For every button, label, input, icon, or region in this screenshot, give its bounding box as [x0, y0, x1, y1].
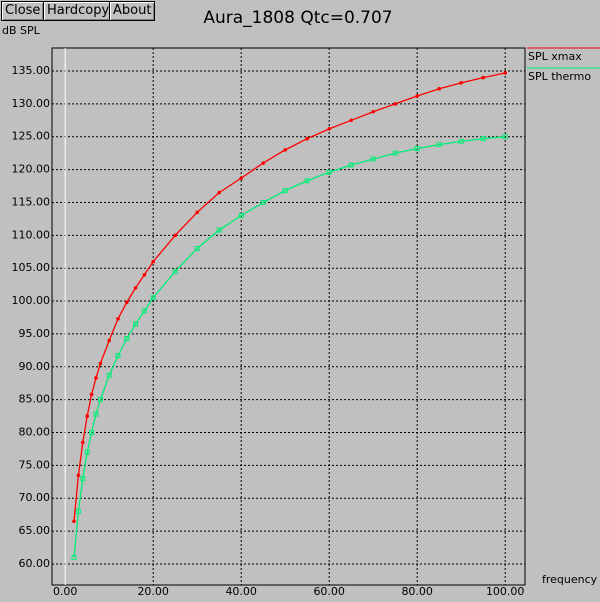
- data-point: [458, 138, 464, 144]
- x-tick-label: 100.00: [486, 585, 525, 598]
- data-point: [238, 213, 244, 219]
- y-tick-label: 125.00: [12, 130, 51, 143]
- data-point: [142, 272, 147, 277]
- data-point: [480, 136, 486, 142]
- y-tick-label: 85.00: [19, 393, 51, 406]
- data-point: [98, 361, 103, 366]
- legend-label: SPL thermo: [528, 70, 591, 83]
- data-point: [94, 376, 98, 380]
- y-axis-label: dB SPL: [2, 24, 41, 37]
- data-point: [85, 414, 89, 418]
- data-point: [348, 162, 354, 168]
- data-point: [89, 430, 95, 436]
- data-point: [141, 308, 147, 314]
- data-point: [151, 259, 155, 264]
- data-point: [239, 176, 243, 180]
- y-tick-label: 90.00: [19, 360, 51, 373]
- hardcopy-button[interactable]: Hardcopy: [43, 1, 114, 21]
- data-point: [75, 508, 81, 514]
- x-axis-label: frequency: [542, 573, 598, 586]
- plot-frame: [51, 47, 526, 586]
- data-point: [216, 227, 222, 233]
- data-point: [172, 268, 178, 274]
- data-point: [415, 94, 420, 98]
- data-point: [304, 178, 310, 184]
- legend-label: SPL xmax: [528, 50, 582, 63]
- data-point: [195, 210, 199, 215]
- y-tick-label: 100.00: [12, 294, 51, 307]
- y-tick-label: 80.00: [19, 426, 51, 439]
- data-point: [261, 161, 266, 165]
- x-tick-label: 80.00: [401, 585, 433, 598]
- y-tick-label: 75.00: [19, 458, 51, 471]
- data-point: [80, 476, 86, 482]
- series-line: [73, 136, 506, 558]
- data-point: [173, 233, 177, 238]
- x-tick-label: 20.00: [137, 585, 169, 598]
- data-point: [115, 353, 121, 359]
- data-point: [72, 519, 76, 524]
- data-point: [305, 136, 310, 141]
- series-line: [73, 72, 506, 522]
- data-point: [133, 321, 139, 327]
- y-tick-label: 130.00: [12, 97, 51, 110]
- data-point: [371, 109, 376, 114]
- data-point: [116, 317, 120, 321]
- y-tick-label: 120.00: [12, 163, 51, 176]
- data-point: [93, 411, 99, 417]
- data-point: [150, 295, 156, 301]
- y-tick-label: 95.00: [19, 327, 51, 340]
- data-point: [327, 127, 332, 131]
- data-point: [459, 81, 464, 85]
- data-point: [260, 199, 266, 205]
- x-tick-label: 40.00: [225, 585, 257, 598]
- y-tick-label: 60.00: [19, 557, 51, 570]
- data-point: [84, 449, 90, 455]
- data-point: [436, 142, 442, 148]
- data-point: [194, 245, 200, 251]
- data-point: [97, 397, 103, 403]
- data-point: [81, 440, 85, 445]
- y-tick-label: 135.00: [12, 64, 51, 77]
- data-point: [133, 286, 138, 290]
- data-point: [106, 372, 112, 378]
- data-point: [503, 71, 508, 75]
- y-tick-label: 65.00: [19, 524, 51, 537]
- data-point: [124, 336, 130, 342]
- data-point: [502, 134, 508, 140]
- y-tick-label: 105.00: [12, 261, 51, 274]
- data-point: [282, 188, 288, 194]
- data-point: [481, 75, 486, 80]
- data-point: [326, 169, 332, 175]
- y-tick-label: 110.00: [12, 228, 51, 241]
- data-point: [392, 150, 398, 156]
- data-point: [217, 190, 221, 195]
- y-tick-label: 70.00: [19, 491, 51, 504]
- data-point: [349, 118, 354, 123]
- x-tick-label: 60.00: [313, 585, 345, 598]
- data-point: [125, 300, 129, 305]
- data-point: [89, 392, 94, 397]
- data-point: [393, 102, 398, 106]
- y-tick-label: 115.00: [12, 195, 51, 208]
- data-point: [71, 554, 77, 560]
- data-point: [437, 86, 442, 91]
- chart-title: Aura_1808 Qtc=0.707: [203, 8, 392, 28]
- data-point: [283, 148, 288, 152]
- x-tick-label: 0.00: [53, 585, 78, 598]
- data-point: [107, 338, 111, 343]
- data-point: [370, 156, 376, 162]
- data-point: [76, 473, 81, 478]
- data-point: [414, 146, 420, 152]
- about-button[interactable]: About: [109, 1, 156, 21]
